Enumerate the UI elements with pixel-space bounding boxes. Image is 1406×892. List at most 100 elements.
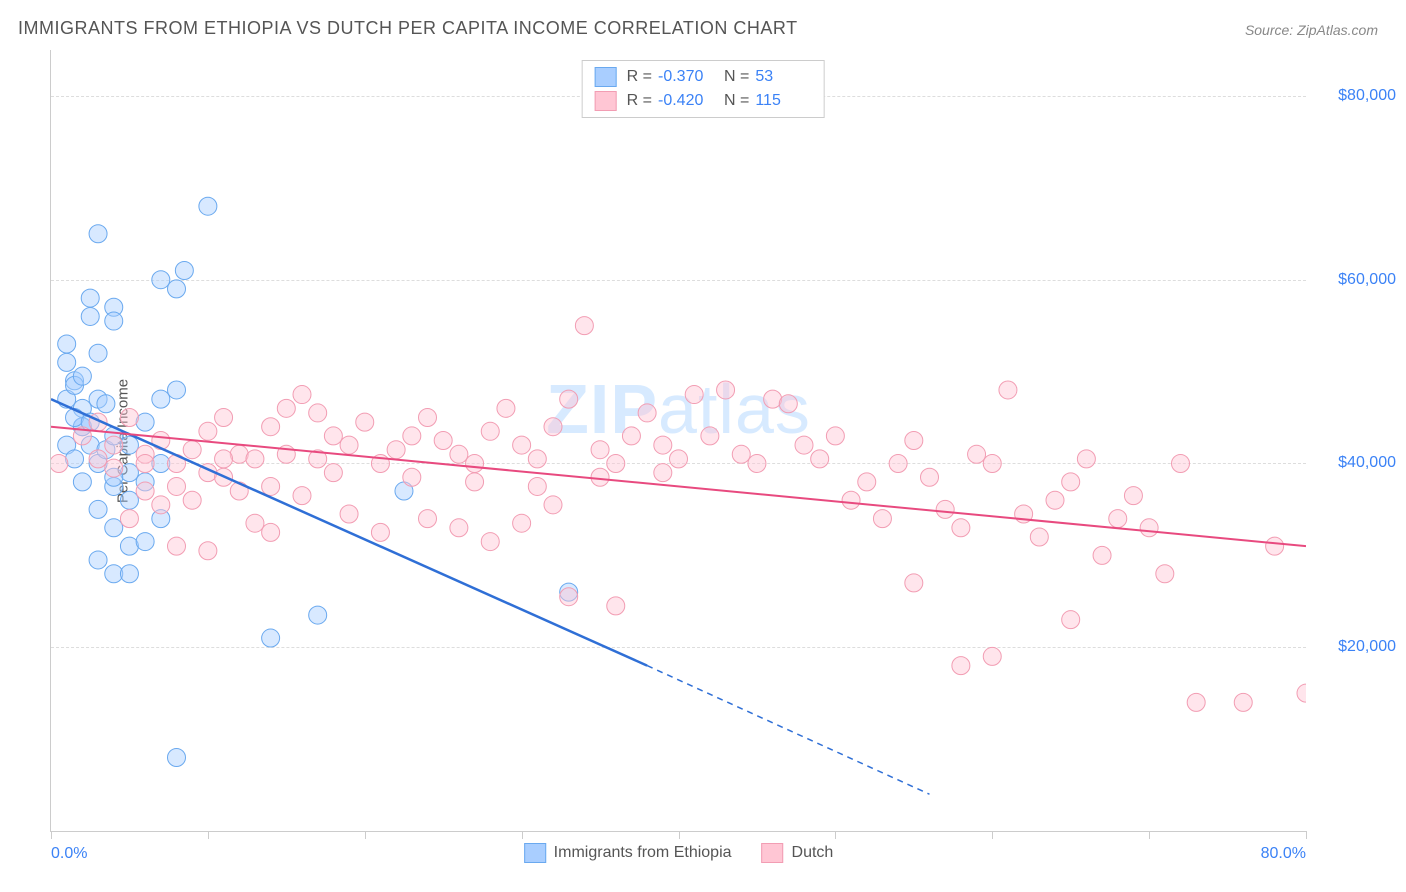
scatter-point: [81, 307, 99, 325]
scatter-point: [1140, 519, 1158, 537]
scatter-point: [199, 422, 217, 440]
scatter-point: [575, 317, 593, 335]
scatter-point: [136, 454, 154, 472]
scatter-point: [89, 551, 107, 569]
scatter-point: [293, 386, 311, 404]
scatter-point: [1062, 473, 1080, 491]
legend-item-series1: Immigrants from Ethiopia: [524, 843, 732, 863]
scatter-point: [89, 225, 107, 243]
scatter-point: [528, 477, 546, 495]
scatter-point: [262, 523, 280, 541]
scatter-point: [779, 395, 797, 413]
scatter-point: [324, 464, 342, 482]
x-tick: [51, 831, 52, 839]
scatter-point: [607, 597, 625, 615]
scatter-point: [136, 413, 154, 431]
scatter-point: [97, 395, 115, 413]
x-tick: [835, 831, 836, 839]
scatter-point: [387, 441, 405, 459]
scatter-point: [152, 432, 170, 450]
r-value-2: -0.420: [658, 92, 714, 110]
scatter-point: [120, 565, 138, 583]
scatter-point: [622, 427, 640, 445]
scatter-point: [466, 454, 484, 472]
scatter-point: [66, 450, 84, 468]
y-tick-label: $20,000: [1316, 638, 1396, 656]
scatter-point: [81, 289, 99, 307]
scatter-point: [136, 482, 154, 500]
correlation-row-1: R = -0.370 N = 53: [595, 65, 812, 89]
r-label-1: R =: [627, 68, 652, 86]
scatter-point: [732, 445, 750, 463]
scatter-point: [638, 404, 656, 422]
scatter-point: [936, 500, 954, 518]
scatter-point: [246, 450, 264, 468]
x-axis-min-label: 0.0%: [51, 845, 87, 863]
scatter-point: [795, 436, 813, 454]
n-label-1: N =: [724, 68, 749, 86]
scatter-point: [1187, 693, 1205, 711]
scatter-point: [175, 262, 193, 280]
chart-title: IMMIGRANTS FROM ETHIOPIA VS DUTCH PER CA…: [18, 18, 798, 39]
scatter-point: [152, 271, 170, 289]
scatter-point: [403, 468, 421, 486]
scatter-point: [262, 477, 280, 495]
scatter-point: [858, 473, 876, 491]
trend-line-extrapolated: [647, 666, 929, 795]
scatter-point: [199, 197, 217, 215]
y-tick-label: $60,000: [1316, 271, 1396, 289]
scatter-point: [560, 588, 578, 606]
scatter-point: [230, 482, 248, 500]
scatter-point: [1062, 611, 1080, 629]
scatter-point: [1046, 491, 1064, 509]
scatter-point: [403, 427, 421, 445]
scatter-point: [1109, 510, 1127, 528]
x-tick: [1306, 831, 1307, 839]
scatter-point: [73, 367, 91, 385]
legend-item-series2: Dutch: [762, 843, 834, 863]
scatter-point: [356, 413, 374, 431]
scatter-point: [717, 381, 735, 399]
scatter-point: [685, 386, 703, 404]
scatter-point: [277, 399, 295, 417]
correlation-row-2: R = -0.420 N = 115: [595, 89, 812, 113]
y-tick-label: $40,000: [1316, 454, 1396, 472]
scatter-point: [168, 280, 186, 298]
scatter-point: [120, 510, 138, 528]
scatter-point: [168, 381, 186, 399]
scatter-point: [466, 473, 484, 491]
scatter-point: [309, 606, 327, 624]
scatter-point: [168, 537, 186, 555]
r-value-1: -0.370: [658, 68, 714, 86]
scatter-point: [952, 657, 970, 675]
scatter-point: [1124, 487, 1142, 505]
chart-plot-area: Per Capita Income ZIPatlas $20,000$40,00…: [50, 50, 1306, 832]
scatter-point: [168, 477, 186, 495]
scatter-point: [544, 496, 562, 514]
legend-label-series2: Dutch: [792, 844, 834, 862]
scatter-point: [952, 519, 970, 537]
n-value-2: 115: [755, 92, 811, 110]
scatter-point: [89, 344, 107, 362]
scatter-point: [120, 491, 138, 509]
scatter-point: [450, 519, 468, 537]
scatter-point: [324, 427, 342, 445]
scatter-point: [748, 454, 766, 472]
scatter-point: [262, 629, 280, 647]
scatter-point: [136, 533, 154, 551]
scatter-point: [293, 487, 311, 505]
scatter-point: [105, 519, 123, 537]
scatter-point: [58, 353, 76, 371]
x-tick: [208, 831, 209, 839]
scatter-point: [199, 542, 217, 560]
scatter-point: [340, 505, 358, 523]
scatter-point: [152, 390, 170, 408]
scatter-point: [481, 422, 499, 440]
y-tick-label: $80,000: [1316, 87, 1396, 105]
scatter-point: [419, 510, 437, 528]
scatter-point: [905, 432, 923, 450]
source-attribution: Source: ZipAtlas.com: [1245, 22, 1378, 38]
scatter-point: [607, 454, 625, 472]
corr-swatch-2: [595, 91, 617, 111]
scatter-point: [873, 510, 891, 528]
